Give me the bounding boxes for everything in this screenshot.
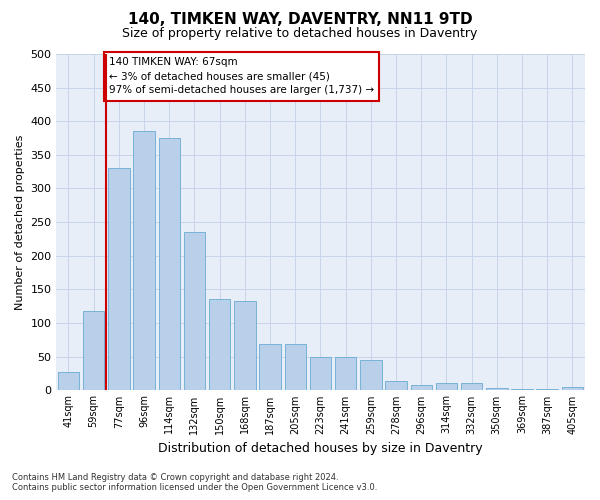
X-axis label: Distribution of detached houses by size in Daventry: Distribution of detached houses by size …	[158, 442, 483, 455]
Bar	[335, 356, 356, 390]
Bar	[536, 389, 558, 390]
Bar	[511, 389, 533, 390]
Bar	[184, 232, 205, 390]
Bar	[259, 344, 281, 390]
Bar	[360, 360, 382, 390]
Bar	[486, 388, 508, 390]
Bar	[461, 384, 482, 390]
Bar	[284, 344, 306, 390]
Text: Contains HM Land Registry data © Crown copyright and database right 2024.
Contai: Contains HM Land Registry data © Crown c…	[12, 473, 377, 492]
Y-axis label: Number of detached properties: Number of detached properties	[15, 134, 25, 310]
Bar	[158, 138, 180, 390]
Bar	[83, 312, 104, 390]
Bar	[133, 132, 155, 390]
Text: Size of property relative to detached houses in Daventry: Size of property relative to detached ho…	[122, 28, 478, 40]
Text: 140, TIMKEN WAY, DAVENTRY, NN11 9TD: 140, TIMKEN WAY, DAVENTRY, NN11 9TD	[128, 12, 472, 28]
Bar	[209, 300, 230, 390]
Bar	[310, 356, 331, 390]
Bar	[108, 168, 130, 390]
Bar	[410, 386, 432, 390]
Text: 140 TIMKEN WAY: 67sqm
← 3% of detached houses are smaller (45)
97% of semi-detac: 140 TIMKEN WAY: 67sqm ← 3% of detached h…	[109, 58, 374, 96]
Bar	[385, 382, 407, 390]
Bar	[436, 382, 457, 390]
Bar	[562, 387, 583, 390]
Bar	[58, 372, 79, 390]
Bar	[234, 300, 256, 390]
